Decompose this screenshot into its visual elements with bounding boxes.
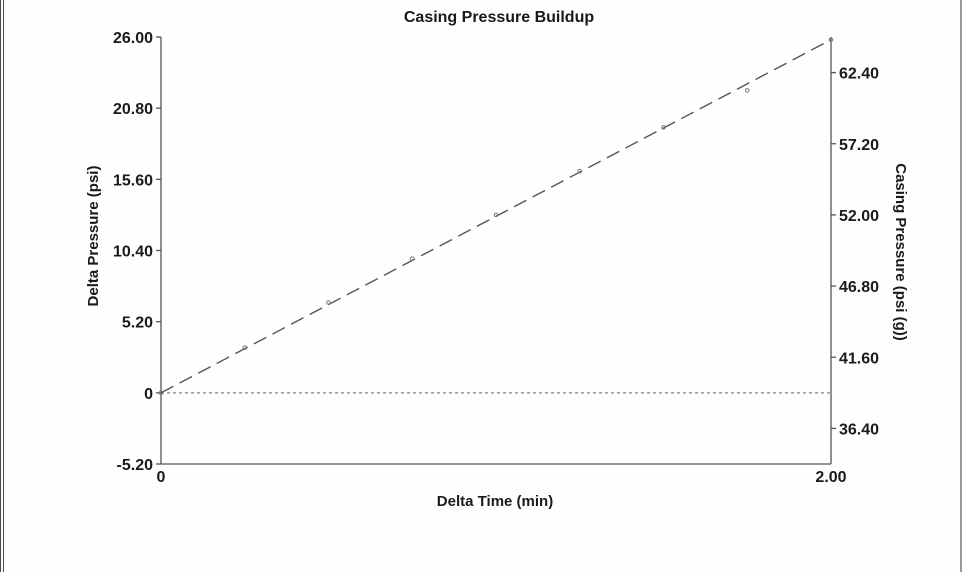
y-tick-label: 20.80 — [113, 101, 153, 118]
y-tick-label: 26.00 — [113, 30, 153, 47]
data-point — [577, 168, 583, 174]
data-point — [828, 37, 834, 43]
y2-tick-label: 52.00 — [839, 208, 879, 225]
data-point — [661, 125, 666, 130]
chart-title: Casing Pressure Buildup — [404, 9, 594, 26]
y2-tick-label: 46.80 — [839, 279, 879, 296]
data-point — [409, 256, 415, 262]
y2-axis-label: Casing Pressure (psi (g)) — [892, 163, 909, 341]
y-axis-label: Delta Pressure (psi) — [85, 166, 102, 307]
y-tick-label: 0 — [144, 386, 153, 403]
data-point — [242, 345, 248, 350]
x-tick-label: 2.00 — [815, 469, 846, 486]
data-point — [158, 390, 164, 396]
y-tick-label: -5.20 — [117, 457, 154, 474]
data-point — [744, 88, 750, 93]
y2-tick-label: 36.40 — [839, 421, 879, 438]
y-tick-label: 5.20 — [122, 315, 153, 332]
y-tick-label: 15.60 — [113, 172, 153, 189]
data-point — [493, 212, 499, 218]
y2-tick-label: 62.40 — [839, 66, 879, 83]
y2-tick-label: 57.20 — [839, 137, 879, 154]
data-point — [326, 300, 331, 305]
x-axis-label: Delta Time (min) — [437, 493, 553, 510]
x-tick-label: 0 — [157, 469, 166, 486]
y-tick-label: 10.40 — [113, 244, 153, 261]
y2-tick-label: 41.60 — [839, 350, 879, 367]
